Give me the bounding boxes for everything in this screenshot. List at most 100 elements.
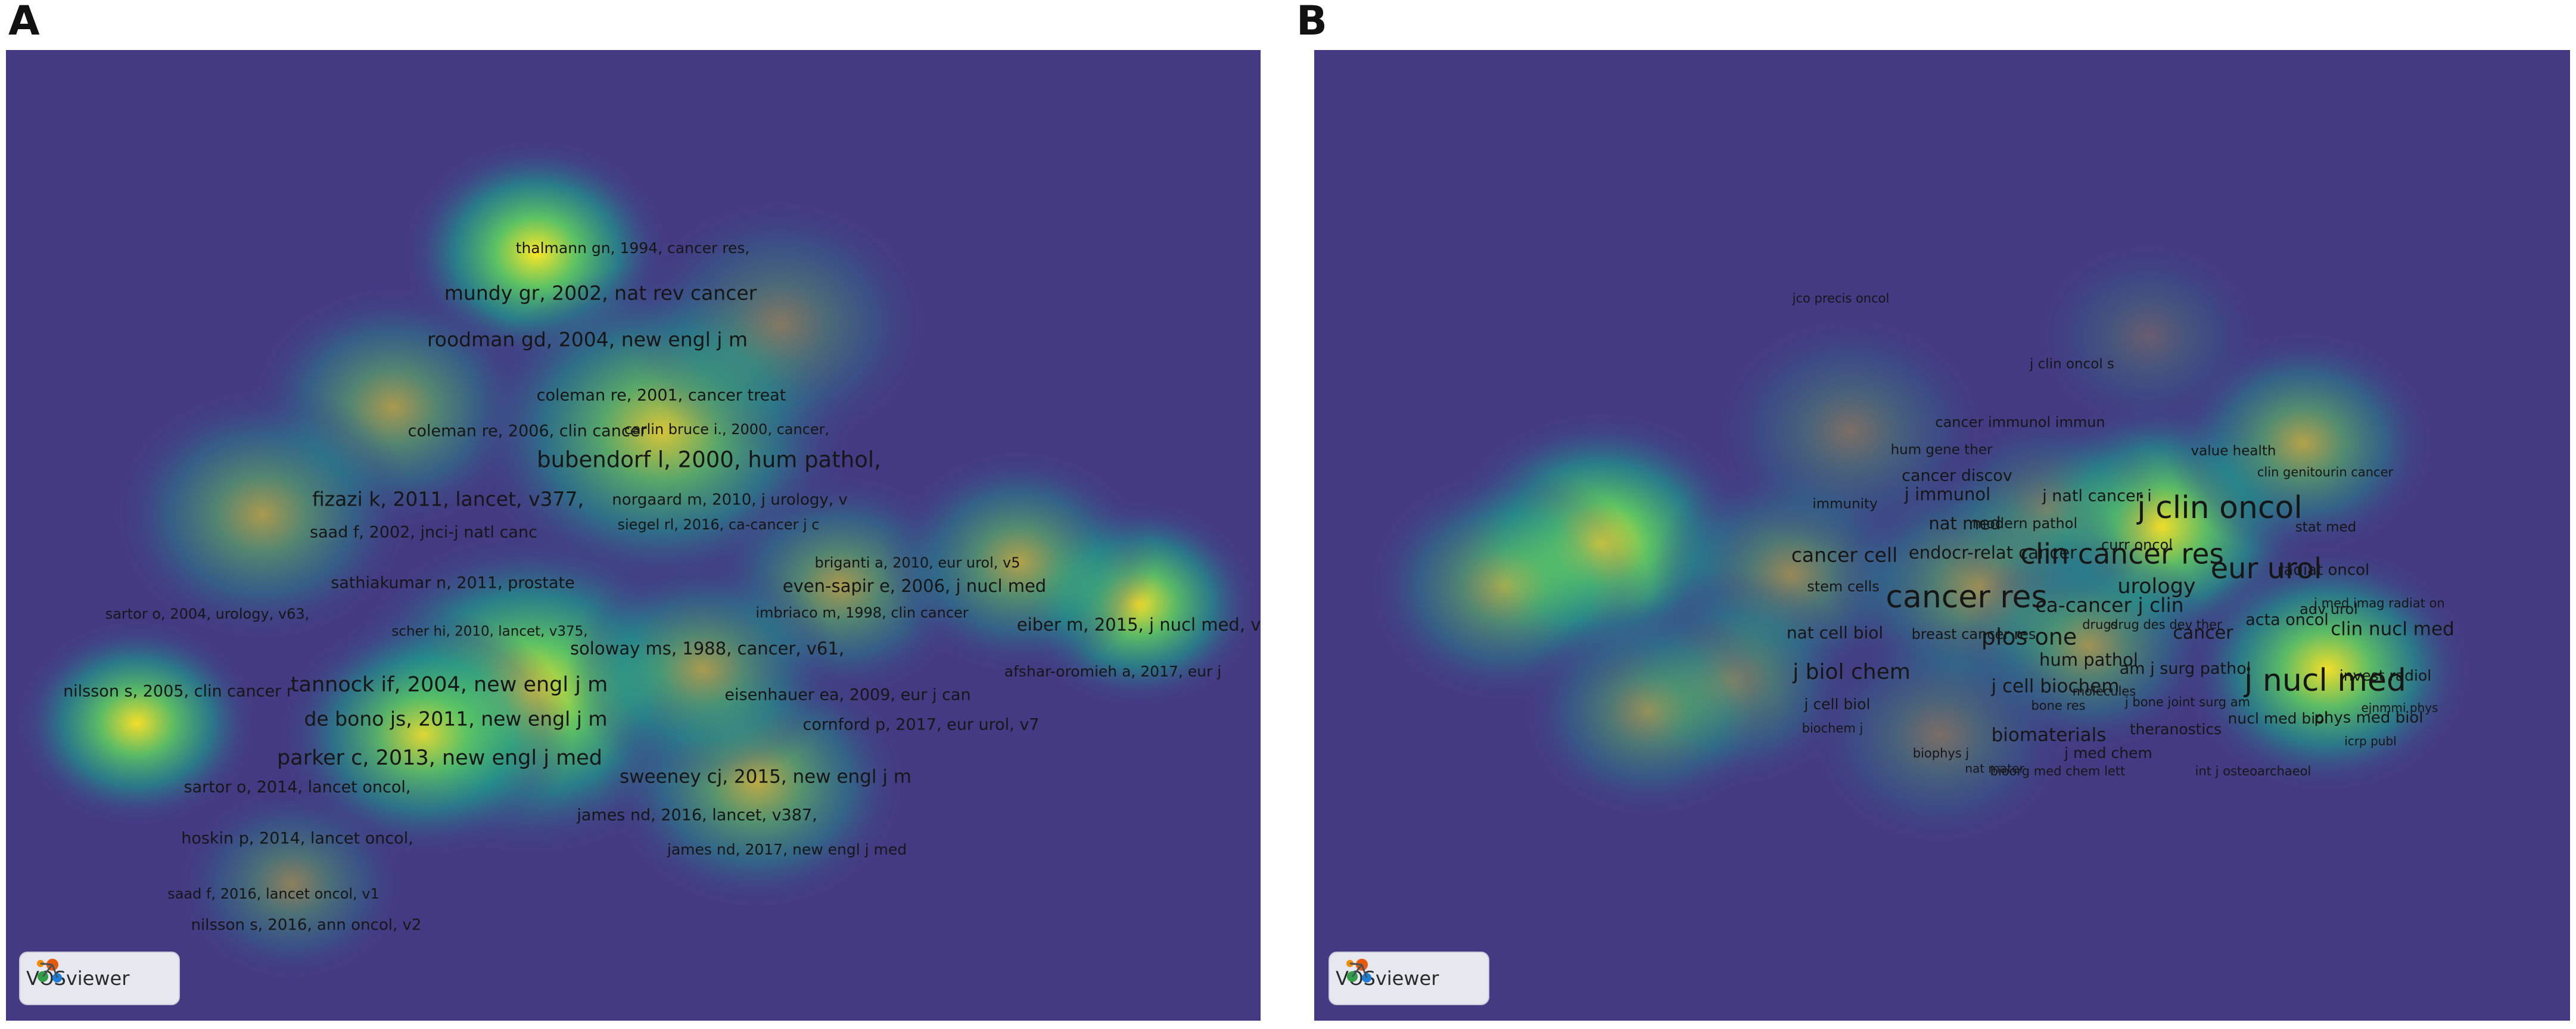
map-label[interactable]: nilsson s, 2016, ann oncol, v2	[191, 916, 422, 934]
density-map-panel-b[interactable]: jco precis oncol j clin oncol s cancer imm…	[1314, 50, 2570, 1021]
map-label[interactable]: radiat oncol	[2278, 562, 2370, 579]
map-label[interactable]: j bone joint surg am	[2124, 695, 2250, 709]
density-blob	[1928, 407, 2166, 610]
map-label[interactable]: eiber m, 2015, j nucl med, v56	[1017, 615, 1261, 635]
map-label[interactable]: clin genitourin cancer	[2257, 465, 2394, 479]
map-label[interactable]: icrp publ	[2344, 734, 2396, 749]
map-label[interactable]: sartor o, 2004, urology, v63,	[105, 606, 310, 622]
vosviewer-badge[interactable]: VOSviewer	[1329, 952, 1489, 1005]
map-label[interactable]: fizazi k, 2011, lancet, v377,	[312, 488, 584, 511]
map-label[interactable]: cancer cell	[1791, 544, 1898, 567]
map-label[interactable]: eur urol	[2211, 552, 2322, 585]
map-label[interactable]: mundy gr, 2002, nat rev cancer	[444, 282, 757, 305]
vosviewer-badge[interactable]: VOSviewer	[19, 952, 180, 1005]
map-label[interactable]: coleman re, 2001, cancer treat	[537, 386, 786, 405]
map-label[interactable]: jco precis oncol	[1792, 291, 1890, 305]
map-label[interactable]: parker c, 2013, new engl j med	[277, 746, 602, 770]
map-label[interactable]: saad f, 2002, jnci-j natl canc	[310, 523, 537, 542]
map-label[interactable]: j clin oncol	[2136, 490, 2303, 526]
map-label[interactable]: james nd, 2017, new engl j med	[667, 841, 907, 858]
map-label[interactable]: siegel rl, 2016, ca-cancer j c	[618, 516, 820, 533]
map-label[interactable]: biochem j	[1802, 721, 1863, 735]
map-label[interactable]: j nucl med	[2244, 663, 2406, 699]
map-label[interactable]: j cell biochem	[1991, 676, 2120, 697]
map-label[interactable]: bubendorf l, 2000, hum pathol,	[537, 447, 881, 473]
map-label[interactable]: tannock if, 2004, new engl j m	[291, 673, 608, 697]
density-map-panel-a[interactable]: thalmann gn, 1994, cancer res, mundy gr, …	[6, 50, 1261, 1021]
map-label[interactable]: bioorg med chem lett	[1990, 764, 2126, 778]
map-label[interactable]: cancer discov	[1902, 467, 2012, 485]
map-label[interactable]: invest radiol	[2339, 667, 2431, 684]
map-label[interactable]: j med imag radiat on	[2313, 596, 2445, 610]
map-label[interactable]: norgaard m, 2010, j urology, v	[612, 491, 847, 509]
map-label[interactable]: coleman re, 2006, clin cancer	[408, 422, 648, 441]
density-map-canvas-a: thalmann gn, 1994, cancer res, mundy gr, …	[6, 50, 1261, 1021]
map-label[interactable]: bone res	[2031, 699, 2085, 713]
map-label[interactable]: acta oncol	[2245, 611, 2329, 629]
map-label[interactable]: sathiakumar n, 2011, prostate	[331, 574, 575, 593]
map-label[interactable]: cancer immunol immun	[1935, 414, 2105, 431]
map-label[interactable]: stat med	[2295, 520, 2357, 535]
map-label[interactable]: drugs	[2082, 618, 2118, 632]
density-map-canvas-b: jco precis oncol j clin oncol s cancer imm…	[1314, 50, 2570, 1021]
map-label[interactable]: phys med biol	[2314, 709, 2423, 727]
map-label[interactable]: hoskin p, 2014, lancet oncol,	[181, 830, 413, 848]
map-label[interactable]: breast cancer res	[1912, 626, 2036, 643]
map-label[interactable]: modern pathol	[1973, 515, 2077, 532]
map-label[interactable]: nat cell biol	[1787, 623, 1883, 643]
map-label[interactable]: endocr-relat cancer	[1909, 542, 2077, 563]
map-label[interactable]: j clin oncol s	[2029, 357, 2114, 372]
map-label[interactable]: j med chem	[2064, 744, 2152, 762]
map-label[interactable]: sartor o, 2014, lancet oncol,	[184, 778, 411, 797]
map-label[interactable]: nucl med biol	[2228, 710, 2329, 727]
map-label[interactable]: carlin bruce i., 2000, cancer,	[624, 421, 829, 438]
panel-a-letter: A	[8, 0, 40, 45]
map-label[interactable]: ca-cancer j clin	[2035, 594, 2183, 617]
map-label[interactable]: biophys j	[1913, 746, 1970, 760]
map-label[interactable]: saad f, 2016, lancet oncol, v1	[167, 885, 379, 902]
map-label[interactable]: j biol chem	[1792, 660, 1911, 684]
vosviewer-logo-icon	[1346, 959, 1371, 983]
map-label[interactable]: eisenhauer ea, 2009, eur j can	[724, 686, 970, 704]
map-label[interactable]: soloway ms, 1988, cancer, v61,	[570, 638, 844, 659]
map-label[interactable]: urology	[2117, 575, 2195, 598]
map-label[interactable]: afshar-oromieh a, 2017, eur j	[1004, 663, 1221, 680]
map-label[interactable]: sweeney cj, 2015, new engl j m	[620, 766, 911, 788]
map-label[interactable]: j cell biol	[1804, 696, 1871, 713]
map-label[interactable]: cornford p, 2017, eur urol, v7	[802, 716, 1039, 734]
map-label[interactable]: james nd, 2016, lancet, v387,	[576, 806, 817, 825]
map-label[interactable]: cancer	[2173, 623, 2233, 644]
density-blob	[1517, 600, 1779, 822]
map-label[interactable]: drug des dev ther	[2110, 618, 2222, 632]
map-label[interactable]: theranostics	[2130, 721, 2222, 738]
map-label[interactable]: ejnmmi phys	[2361, 701, 2438, 715]
map-label[interactable]: even-sapir e, 2006, j nucl med	[783, 576, 1046, 596]
map-label[interactable]: hum gene ther	[1891, 442, 1993, 458]
map-label[interactable]: j natl cancer i	[2042, 487, 2152, 506]
map-label[interactable]: de bono js, 2011, new engl j m	[304, 707, 607, 731]
map-label[interactable]: j immunol	[1904, 484, 1990, 504]
map-label[interactable]: scher hi, 2010, lancet, v375,	[391, 624, 587, 640]
map-label[interactable]: adv urol	[2300, 601, 2358, 618]
map-label[interactable]: int j osteoarchaeol	[2195, 764, 2311, 778]
map-label[interactable]: roodman gd, 2004, new engl j m	[427, 328, 748, 351]
map-label[interactable]: molecules	[2073, 684, 2136, 699]
map-label[interactable]: stem cells	[1807, 578, 1880, 595]
map-label[interactable]: nilsson s, 2005, clin cancer r	[63, 682, 294, 701]
map-label[interactable]: clin cancer res	[2020, 538, 2224, 571]
map-label[interactable]: am j surg pathol	[2120, 660, 2251, 678]
map-label[interactable]: plos one	[1981, 624, 2077, 650]
map-label[interactable]: clin nucl med	[2331, 619, 2454, 640]
map-label[interactable]: biomaterials	[1992, 725, 2107, 746]
map-label[interactable]: immunity	[1812, 497, 1877, 512]
map-label[interactable]: curr oncol	[2101, 537, 2173, 553]
map-label[interactable]: nat mater	[1965, 762, 2024, 776]
map-label[interactable]: nat med	[1928, 513, 2001, 534]
map-label[interactable]: imbriaco m, 1998, clin cancer	[755, 604, 968, 621]
density-blob	[2029, 235, 2267, 437]
map-label[interactable]: value health	[2191, 444, 2276, 459]
map-label[interactable]: hum pathol	[2039, 650, 2138, 670]
map-label[interactable]: cancer res	[1886, 579, 2047, 615]
map-label[interactable]: briganti a, 2010, eur urol, v5	[814, 554, 1020, 571]
map-label[interactable]: thalmann gn, 1994, cancer res,	[516, 239, 750, 257]
